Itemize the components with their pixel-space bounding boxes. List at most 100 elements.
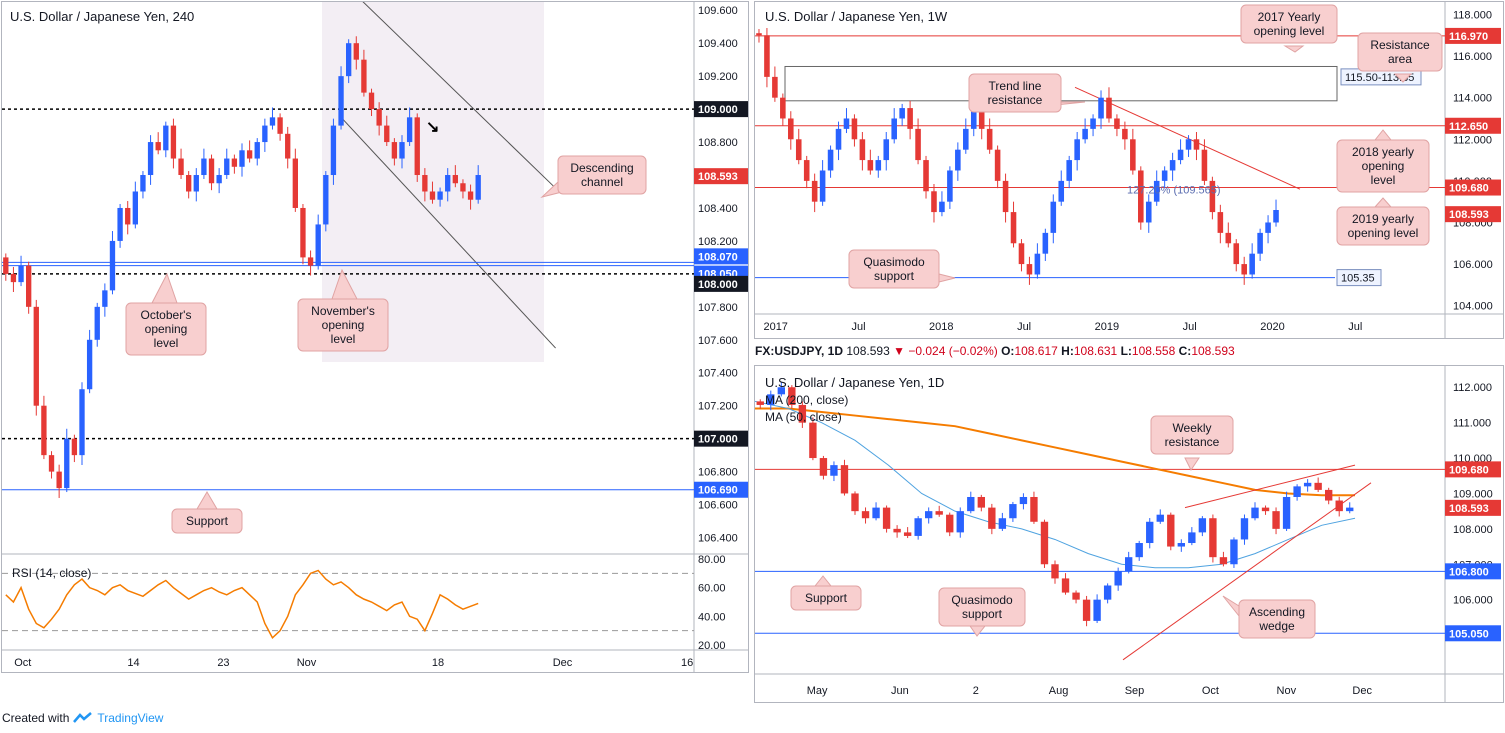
- price1d-candle: [914, 518, 922, 536]
- price1w-candle: [899, 108, 905, 119]
- price240-candle: [399, 142, 405, 159]
- level-tag-106.800-bg: [1445, 563, 1501, 580]
- price240-candle: [140, 175, 146, 192]
- label-2018-yearly: 2018 yearly opening level: [1336, 129, 1430, 193]
- level-tag-105.35-text: 105.35: [1341, 273, 1375, 285]
- label-octobers-opening: October's opening level: [125, 272, 207, 356]
- price240-y-tick: 109.200: [698, 71, 738, 83]
- price1w-candle: [1145, 201, 1152, 223]
- price240-candle: [262, 125, 268, 143]
- price1w-candle: [955, 149, 961, 171]
- price1d-candle: [1261, 507, 1270, 512]
- price1w-candle: [1082, 128, 1088, 140]
- chart-1w-panel[interactable]: 118.000116.000114.000112.000110.000108.0…: [754, 1, 1504, 339]
- chart-240-panel[interactable]: 109.600109.400109.200109.000108.800108.6…: [1, 1, 749, 673]
- price240-candle: [277, 117, 283, 134]
- label-quasimodo-w: Quasimodo support: [848, 249, 956, 289]
- price240-candle: [224, 158, 230, 176]
- label-2019-yearly-box: [1336, 206, 1430, 246]
- price1d-x-tick: Oct: [1202, 685, 1219, 697]
- label-novembers-opening: November's opening level: [297, 268, 389, 352]
- price240-candle: [239, 150, 245, 167]
- level-tag-109.680-text: 109.680: [1449, 464, 1489, 476]
- price1w-candle: [1273, 210, 1279, 223]
- price1w-candle: [883, 139, 890, 161]
- price1w-y-tick: 112.000: [1453, 134, 1492, 146]
- label-support-1d-text: Support: [805, 591, 848, 605]
- price1w-candle: [1106, 97, 1112, 119]
- label-ascending-wedge-text: Ascending wedge: [1249, 605, 1305, 633]
- price240-candle: [414, 117, 420, 176]
- price240-candle: [330, 125, 337, 176]
- price1d-candle: [1125, 557, 1133, 572]
- price1d-candle: [1198, 518, 1207, 533]
- label-2018-yearly-pointer: [1373, 129, 1393, 141]
- price1d-x-tick: Aug: [1049, 685, 1069, 697]
- last-price-tag-bg: [694, 168, 748, 185]
- label-quasimodo-w-text: Quasimodo support: [863, 255, 925, 283]
- rsi-line: [5, 569, 479, 640]
- label-quasimodo-d-box: [938, 587, 1026, 627]
- price240-candle: [406, 117, 413, 143]
- last-price-tag-bg: [1445, 206, 1501, 223]
- price1w-candle: [764, 35, 770, 77]
- chart-240-canvas[interactable]: 109.600109.400109.200109.000108.800108.6…: [2, 2, 748, 672]
- chart-1d-title: U.S. Dollar / Japanese Yen, 1D: [765, 375, 944, 390]
- price1w-candle: [970, 108, 977, 129]
- price1d-candle: [840, 465, 849, 494]
- price1w-candle: [1201, 149, 1208, 181]
- ticker-last-price: 108.593: [846, 344, 890, 358]
- price1w-candle: [1026, 264, 1033, 275]
- price240-candle: [300, 207, 306, 258]
- price1d-x-tick: May: [807, 685, 828, 697]
- price1d-candle: [1167, 514, 1175, 547]
- price240-y-tick: 108.200: [698, 236, 738, 248]
- price1d-candle: [872, 507, 880, 519]
- price1w-y-tick: 106.000: [1453, 259, 1493, 271]
- price1d-candle: [1009, 504, 1017, 519]
- price1w-candle: [1241, 264, 1247, 275]
- price240-candle: [246, 150, 253, 159]
- price1w-candle: [1138, 170, 1144, 223]
- price1w-candle: [1185, 139, 1192, 150]
- price1d-y-tick: 106.000: [1453, 595, 1493, 607]
- price1d-candle: [1303, 482, 1312, 487]
- price240-candle: [452, 175, 458, 184]
- price240-candle: [422, 175, 428, 192]
- price240-candle: [307, 257, 314, 266]
- price1d-candle: [851, 493, 859, 512]
- price1d-candle: [956, 511, 964, 533]
- ma50-legend: MA (50, close): [765, 410, 842, 424]
- price240-candle: [170, 125, 177, 159]
- price1w-candle: [851, 118, 858, 140]
- price1d-candle: [1030, 496, 1038, 522]
- price240-candle: [201, 158, 207, 176]
- level-tag-106.690-text: 106.690: [698, 485, 738, 497]
- price240-candle: [429, 191, 436, 200]
- chart-1d-canvas[interactable]: 112.000111.000110.000109.000108.000107.0…: [755, 366, 1503, 702]
- price1d-candle: [1093, 599, 1101, 621]
- label-descending-channel-text: Descending channel: [570, 161, 633, 189]
- chart-1w-canvas[interactable]: 118.000116.000114.000112.000110.000108.0…: [755, 2, 1503, 338]
- price1w-candle: [963, 128, 969, 150]
- price240-candle: [64, 438, 70, 489]
- chart-1d-panel[interactable]: 112.000111.000110.000109.000108.000107.0…: [754, 365, 1504, 703]
- label-quasimodo-w-box: [848, 249, 940, 289]
- rsi-y-tick: 80.00: [698, 554, 726, 566]
- price240-candle: [208, 158, 215, 184]
- price1d-candle: [809, 422, 817, 459]
- price1d-candle: [1156, 514, 1164, 522]
- label-descending-channel-box: [557, 155, 647, 195]
- price240-candle: [79, 389, 85, 456]
- label-resistance-area-text: Resistance area: [1370, 38, 1430, 66]
- tradingview-credit[interactable]: Created with TradingView: [2, 711, 163, 725]
- price1d-candle: [798, 404, 807, 423]
- tradingview-brand[interactable]: TradingView: [97, 711, 164, 725]
- price1d-x-tick: Sep: [1125, 685, 1145, 697]
- high-value: 108.631: [1073, 344, 1118, 358]
- price1w-candle: [1018, 243, 1025, 265]
- price1d-candle: [756, 401, 764, 405]
- price240-candle: [368, 92, 375, 110]
- price240-candle: [71, 438, 78, 456]
- label-trendline-resistance: Trend line resistance: [968, 73, 1086, 113]
